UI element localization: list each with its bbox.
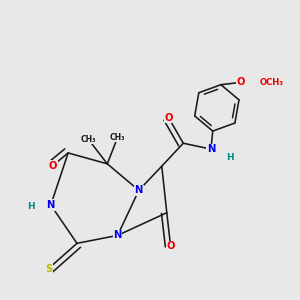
Text: O: O: [237, 77, 245, 87]
Text: N: N: [207, 144, 215, 154]
Text: S: S: [45, 264, 52, 274]
Text: N: N: [135, 185, 143, 195]
Text: O: O: [49, 160, 57, 171]
Text: CH₃: CH₃: [110, 133, 125, 142]
Text: OCH₃: OCH₃: [259, 78, 283, 87]
Text: N: N: [46, 200, 55, 210]
Text: H: H: [27, 202, 34, 211]
Text: O: O: [164, 112, 173, 123]
Text: CH₃: CH₃: [80, 135, 96, 144]
Text: O: O: [167, 241, 175, 251]
Text: N: N: [113, 230, 122, 240]
Text: H: H: [226, 153, 233, 162]
